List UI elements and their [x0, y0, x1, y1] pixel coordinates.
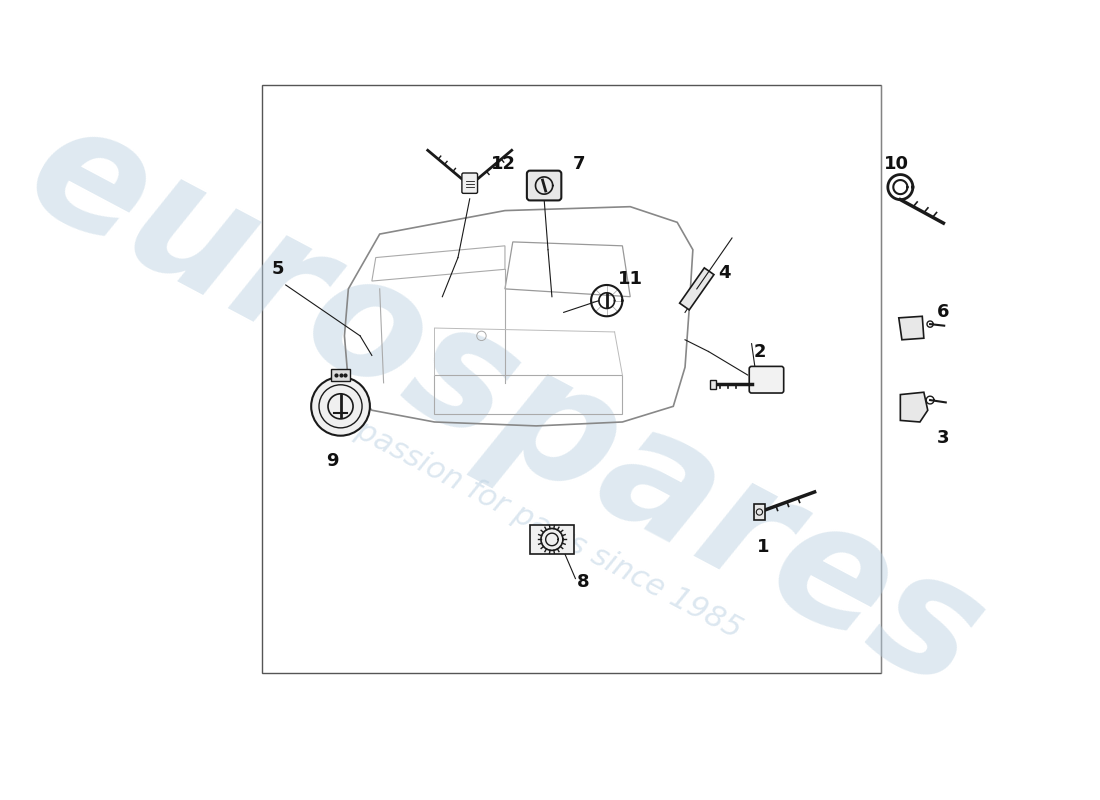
Text: 2: 2: [754, 342, 766, 361]
Text: 6: 6: [937, 303, 949, 322]
Text: 5: 5: [272, 260, 284, 278]
Text: 4: 4: [718, 264, 730, 282]
Text: 9: 9: [327, 452, 339, 470]
FancyBboxPatch shape: [527, 170, 561, 201]
Text: 12: 12: [491, 154, 516, 173]
Text: eurospares: eurospares: [2, 87, 1009, 726]
FancyBboxPatch shape: [749, 366, 783, 393]
Bar: [530, 526, 574, 554]
Text: 3: 3: [937, 429, 949, 446]
Text: 11: 11: [618, 270, 642, 289]
Ellipse shape: [311, 377, 370, 436]
Bar: [331, 369, 350, 382]
Bar: [754, 504, 764, 520]
Text: 10: 10: [884, 154, 909, 173]
Bar: [262, 86, 881, 673]
Text: a passion for parts since 1985: a passion for parts since 1985: [326, 402, 747, 645]
Text: 1: 1: [757, 538, 770, 556]
FancyBboxPatch shape: [462, 173, 477, 194]
Polygon shape: [899, 316, 924, 340]
Polygon shape: [900, 392, 927, 422]
Text: 8: 8: [576, 574, 590, 591]
Polygon shape: [680, 268, 714, 310]
Text: 7: 7: [573, 154, 585, 173]
Bar: [711, 380, 716, 389]
